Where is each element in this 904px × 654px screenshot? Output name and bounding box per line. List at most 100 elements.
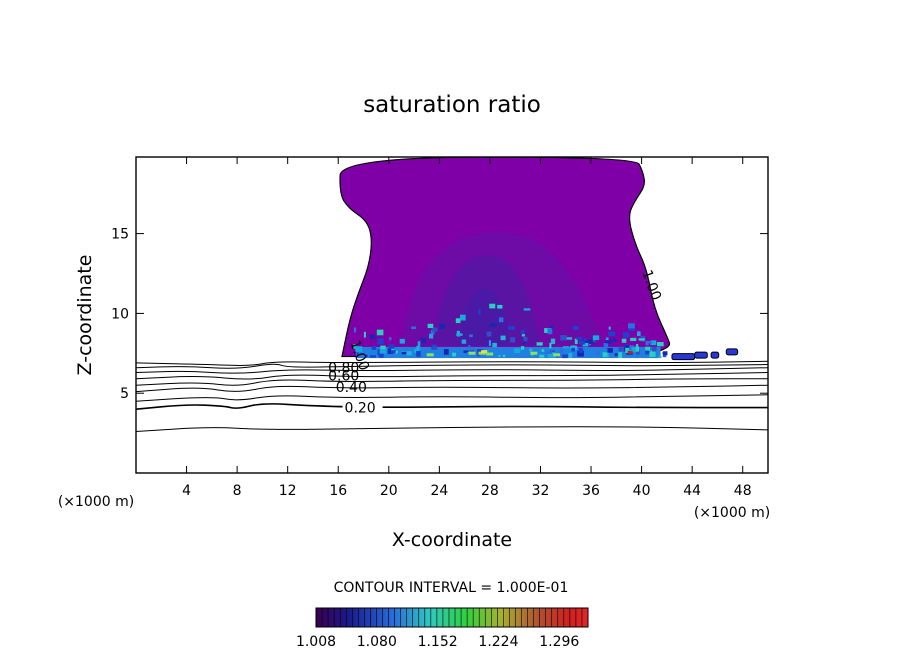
speckle [416,350,421,357]
contour-label: 0.80 [328,361,359,377]
contour-line [136,426,768,432]
speckle [592,335,600,341]
speckle [571,347,575,352]
speckle [439,323,445,330]
speckle [645,346,651,351]
speckle [520,346,525,350]
speckle [550,325,554,331]
speckle [550,338,556,345]
speckle [377,349,380,356]
speckle [663,351,668,356]
speckle-green [486,352,494,356]
speckle [378,353,384,358]
filled-region-core [458,288,511,346]
speckle [658,355,662,358]
speckle [380,345,386,351]
speckle [579,340,585,345]
x-axis-label: X-coordinate [392,529,512,551]
speckle [395,350,398,354]
cloud-base-speckles [353,303,739,361]
speckle [560,349,564,355]
speckle [389,337,392,341]
speckle [651,346,657,352]
speckle [647,349,651,354]
speckle [391,347,395,353]
speckle [356,352,359,358]
x-unit-left: (×1000 m) [58,494,134,510]
x-tick-label: 4 [182,483,191,499]
speckle [560,335,567,341]
anvil-cell [725,348,739,356]
speckle [357,354,363,359]
speckle [545,351,553,354]
speckle [614,353,618,357]
contour-labels: 0.200.400.600.801.001.00 [328,268,664,417]
speckle [369,334,376,339]
speckle [508,326,515,330]
x-unit-right: (×1000 m) [694,505,770,521]
speckle [605,340,613,344]
speckle [577,350,584,357]
x-tick-label: 20 [380,483,398,499]
speckle [576,336,583,340]
speckle [432,327,438,332]
speckle [550,350,556,353]
contour-line [136,378,768,386]
speckle [406,351,412,356]
speckle [466,351,471,355]
x-tick-label: 8 [233,483,242,499]
speckle [492,342,497,348]
speckle-red [627,350,633,354]
speckle [539,354,545,358]
speckle [469,349,475,352]
speckle [607,347,613,353]
speckle [388,344,395,349]
speckle [469,334,473,338]
x-tick-label: 12 [279,483,297,499]
speckle [456,333,463,336]
x-tick-label: 28 [481,483,499,499]
speckle [608,326,611,330]
speckle [415,349,420,352]
anvil-cell [671,353,696,361]
speckle [476,351,480,357]
x-tick-label: 44 [683,483,701,499]
speckle [523,336,528,342]
speckle [631,346,636,353]
colorbar-labels: 1.008 1.080 1.152 1.224 1.296 [296,634,579,650]
speckle [468,345,471,349]
speckle [547,352,554,358]
speckle [529,348,533,352]
plot-frame [135,156,769,474]
speckle [510,337,516,343]
x-tick-label: 32 [532,483,550,499]
speckle [625,344,630,349]
speckle [443,349,449,355]
speckle [549,342,552,349]
x-tick-label: 48 [734,483,752,499]
speckle [636,350,640,355]
speckle [379,348,387,354]
speckle [602,352,607,357]
speckle [463,350,469,353]
contour-line [136,394,768,402]
colorbar-label: 1.296 [539,634,579,650]
speckle [522,342,526,345]
speckle [432,346,438,350]
speckle [401,351,407,355]
speckle [573,325,579,331]
speckle-green [530,351,538,355]
colorbar [315,607,589,628]
speckle [603,343,609,349]
speckle [416,345,420,351]
speckle [455,318,461,324]
contour-line [136,384,768,393]
y-axis-ticks: 5 10 15 [111,227,768,402]
x-tick-label: 36 [582,483,600,499]
contour-label-bg [342,398,383,414]
speckle [486,331,492,337]
contour-lines [136,360,768,432]
colorbar-label: 1.080 [357,634,397,650]
speckle [399,338,405,344]
contour-line [136,403,768,410]
